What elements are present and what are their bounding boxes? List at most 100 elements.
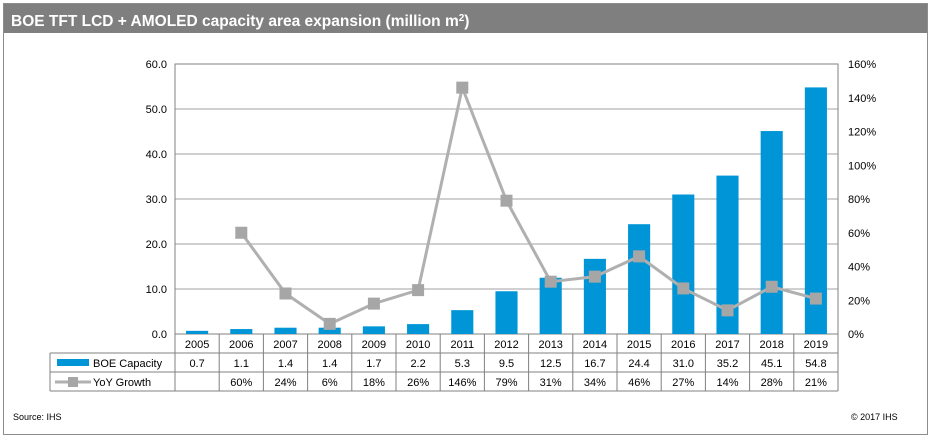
- x-tick-label: 2011: [450, 339, 474, 351]
- legend-key-bar: [57, 359, 89, 366]
- yoy-growth-marker: [765, 280, 778, 293]
- growth-data-label: 79%: [495, 377, 517, 389]
- x-tick-label: 2019: [804, 339, 828, 351]
- bar: [407, 324, 430, 334]
- y-right-tick-label: 80%: [848, 194, 870, 206]
- growth-data-label: 28%: [761, 377, 783, 389]
- y-left-tick-label: 40.0: [146, 149, 167, 161]
- x-tick-label: 2007: [273, 339, 297, 351]
- capacity-data-label: 31.0: [673, 358, 694, 370]
- yoy-growth-marker: [412, 284, 425, 297]
- x-tick-label: 2016: [671, 339, 695, 351]
- yoy-growth-marker: [323, 317, 336, 330]
- yoy-growth-marker: [721, 304, 734, 317]
- y-left-tick-label: 20.0: [146, 239, 167, 251]
- yoy-growth-marker: [588, 270, 601, 283]
- y-right-tick-label: 100%: [848, 160, 876, 172]
- x-tick-label: 2015: [627, 339, 651, 351]
- y-right-tick-label: 140%: [848, 93, 876, 105]
- bar: [716, 175, 739, 334]
- growth-data-label: 6%: [322, 377, 338, 389]
- title-tail: ): [464, 13, 470, 30]
- growth-data-label: 46%: [628, 377, 650, 389]
- capacity-data-label: 0.7: [189, 358, 204, 370]
- capacity-data-label: 12.5: [540, 358, 561, 370]
- yoy-growth-marker: [235, 226, 248, 239]
- growth-data-label: 24%: [274, 377, 296, 389]
- bar: [274, 327, 297, 334]
- bar: [583, 258, 606, 334]
- title-superscript: 2: [458, 13, 465, 24]
- source-note: Source: IHS: [13, 412, 62, 422]
- capacity-data-label: 54.8: [805, 358, 826, 370]
- y-right-tick-label: 40%: [848, 262, 870, 274]
- capacity-data-label: 24.4: [628, 358, 649, 370]
- bar: [495, 291, 518, 334]
- growth-data-label: 14%: [716, 377, 738, 389]
- capacity-data-label: 2.2: [410, 358, 425, 370]
- y-right-tick-label: 0%: [848, 329, 864, 341]
- capacity-data-label: 1.4: [278, 358, 293, 370]
- y-left-tick-label: 60.0: [146, 59, 167, 71]
- capacity-data-label: 35.2: [717, 358, 738, 370]
- y-left-tick-label: 0.0: [152, 329, 167, 341]
- bar: [362, 326, 385, 334]
- title-text: BOE TFT LCD + AMOLED capacity area expan…: [11, 13, 459, 30]
- capacity-data-label: 1.4: [322, 358, 337, 370]
- yoy-growth-marker: [677, 282, 690, 295]
- capacity-data-label: 1.1: [234, 358, 249, 370]
- capacity-data-label: 16.7: [584, 358, 605, 370]
- growth-data-label: 27%: [672, 377, 694, 389]
- bar: [318, 327, 341, 334]
- y-left-tick-label: 50.0: [146, 104, 167, 116]
- x-tick-label: 2014: [583, 339, 607, 351]
- y-left-tick-label: 30.0: [146, 194, 167, 206]
- y-right-tick-label: 160%: [848, 59, 876, 71]
- growth-data-label: 21%: [805, 377, 827, 389]
- bar: [672, 194, 695, 334]
- x-tick-label: 2008: [317, 339, 341, 351]
- capacity-data-label: 5.3: [455, 358, 470, 370]
- growth-data-label: 146%: [448, 377, 476, 389]
- yoy-growth-marker: [544, 275, 557, 288]
- yoy-growth-marker: [633, 250, 646, 263]
- yoy-growth-line: [240, 82, 817, 326]
- legend-label-bar: BOE Capacity: [93, 358, 163, 370]
- capacity-data-label: 9.5: [499, 358, 514, 370]
- growth-data-label: 18%: [363, 377, 385, 389]
- bar: [628, 224, 651, 334]
- growth-data-label: 26%: [407, 377, 429, 389]
- yoy-growth-marker: [279, 287, 292, 300]
- x-tick-label: 2005: [185, 339, 209, 351]
- growth-data-label: 34%: [584, 377, 606, 389]
- x-tick-label: 2017: [715, 339, 739, 351]
- yoy-growth-marker: [367, 297, 380, 310]
- x-tick-label: 2012: [494, 339, 518, 351]
- yoy-growth-marker: [456, 81, 469, 94]
- yoy-growth-marker: [500, 194, 513, 207]
- y-right-tick-label: 20%: [848, 295, 870, 307]
- x-tick-label: 2010: [406, 339, 430, 351]
- x-tick-label: 2006: [229, 339, 253, 351]
- copyright-note: © 2017 IHS: [851, 412, 898, 422]
- x-tick-label: 2018: [759, 339, 783, 351]
- chart-title: BOE TFT LCD + AMOLED capacity area expan…: [4, 4, 927, 33]
- yoy-growth-marker: [809, 292, 822, 305]
- capacity-data-label: 45.1: [761, 358, 782, 370]
- x-tick-label: 2009: [362, 339, 386, 351]
- bar: [186, 330, 209, 334]
- y-right-tick-label: 120%: [848, 127, 876, 139]
- bar: [804, 87, 827, 335]
- legend-label-line: YoY Growth: [93, 377, 151, 389]
- bar: [760, 131, 783, 334]
- y-right-tick-label: 60%: [848, 228, 870, 240]
- bar: [451, 310, 474, 334]
- bar: [539, 277, 562, 334]
- x-tick-label: 2013: [538, 339, 562, 351]
- growth-data-label: 31%: [540, 377, 562, 389]
- capacity-data-label: 1.7: [366, 358, 381, 370]
- growth-data-label: 60%: [230, 377, 252, 389]
- bar: [230, 329, 253, 334]
- legend-key-marker: [68, 377, 78, 387]
